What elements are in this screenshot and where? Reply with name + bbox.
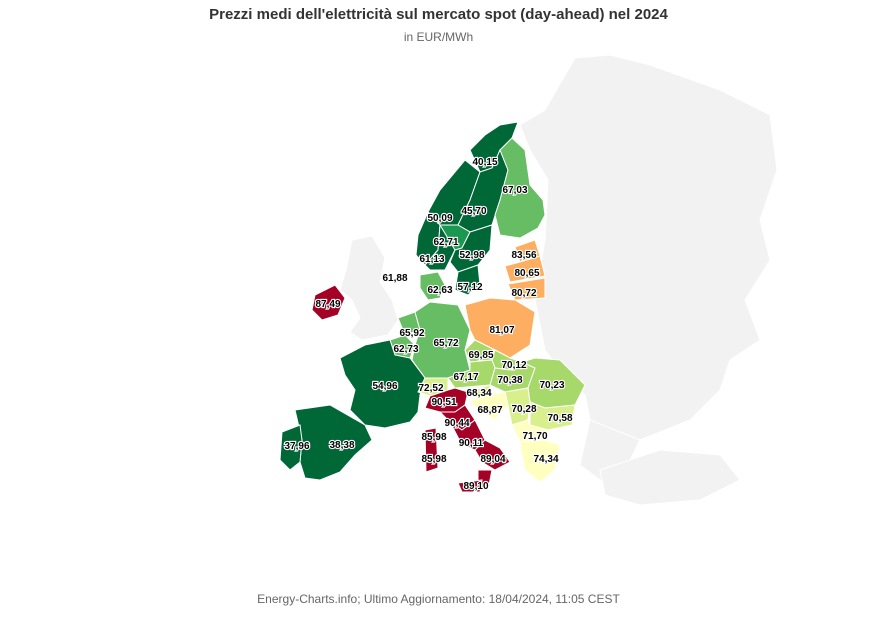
zone-fr[interactable]: [339, 339, 426, 429]
zone-lv[interactable]: [504, 255, 546, 283]
label-at: 67,17: [453, 372, 478, 383]
label-no3: 50,09: [427, 213, 452, 224]
label-lt: 80,72: [511, 288, 536, 299]
label-pl: 81,07: [489, 325, 514, 336]
zone-it-sud[interactable]: [474, 439, 511, 471]
zone-pt[interactable]: [279, 424, 303, 471]
zone-ch[interactable]: [417, 377, 449, 397]
zone-at[interactable]: [447, 359, 496, 389]
zone-se3[interactable]: [449, 224, 493, 273]
label-no5: 61,88: [382, 273, 407, 284]
great-britain: [339, 235, 399, 341]
label-pt: 37,96: [284, 441, 309, 452]
turkey-region: [599, 449, 741, 506]
label-ee: 83,56: [511, 250, 536, 261]
label-ie: 87,49: [315, 299, 340, 310]
label-fr: 54,96: [372, 381, 397, 392]
label-no1: 61,13: [419, 254, 444, 265]
label-lv: 80,65: [514, 268, 539, 279]
label-rs: 70,28: [511, 404, 536, 415]
label-hr: 68,87: [477, 405, 502, 416]
zone-it-sici[interactable]: [457, 479, 483, 493]
label-it-sard2: 85,98: [421, 454, 446, 465]
label-gr: 74,34: [533, 454, 558, 465]
label-se3: 52,98: [459, 250, 484, 261]
zone-fi[interactable]: [494, 137, 546, 239]
zone-gr[interactable]: [519, 439, 561, 483]
label-be: 62,73: [393, 344, 418, 355]
label-bg: 70,58: [547, 413, 572, 424]
label-it-sud: 89,04: [480, 454, 505, 465]
price-zones[interactable]: [279, 121, 586, 493]
label-se2: 45,70: [461, 206, 486, 217]
chart-subtitle: in EUR/MWh: [403, 30, 474, 44]
label-it-sici: 89,10: [463, 481, 488, 492]
label-hu: 70,38: [497, 375, 522, 386]
label-se3-north: 62,71: [433, 237, 458, 248]
zone-labels: 40,15 67,03 45,70 50,09 62,71 61,13 52,9…: [283, 156, 574, 493]
label-es: 38,38: [329, 440, 354, 451]
zone-it-sard[interactable]: [424, 427, 439, 473]
label-it-sard: 85,98: [421, 432, 446, 443]
chart-title: Prezzi medi dell'elettricità sul mercato…: [209, 6, 668, 23]
zone-pl[interactable]: [464, 297, 536, 359]
label-nl: 65,92: [399, 328, 424, 339]
footer-credit: Energy-Charts.info; Ultimo Aggiornamento…: [257, 592, 620, 606]
label-ch: 72,52: [418, 383, 443, 394]
label-no4: 40,15: [472, 157, 497, 168]
label-si: 68,34: [466, 388, 491, 399]
background-land: [339, 54, 778, 506]
label-it-csud: 90,11: [459, 438, 484, 449]
zone-se4[interactable]: [454, 264, 481, 296]
label-de-lu: 65,72: [433, 338, 458, 349]
label-se4: 57,12: [457, 282, 482, 293]
label-it-cnor: 90,44: [444, 418, 469, 429]
label-it-north: 90,51: [431, 397, 456, 408]
label-cz: 69,85: [468, 350, 493, 361]
label-sk: 70,12: [501, 360, 526, 371]
label-fi: 67,03: [502, 185, 527, 196]
zone-lt[interactable]: [507, 277, 546, 301]
label-mk: 71,70: [522, 431, 547, 442]
zone-ie[interactable]: [311, 284, 346, 321]
label-dk: 62,63: [427, 285, 452, 296]
zone-dk[interactable]: [419, 271, 446, 301]
label-ro: 70,23: [539, 380, 564, 391]
russia-region: [519, 54, 778, 446]
